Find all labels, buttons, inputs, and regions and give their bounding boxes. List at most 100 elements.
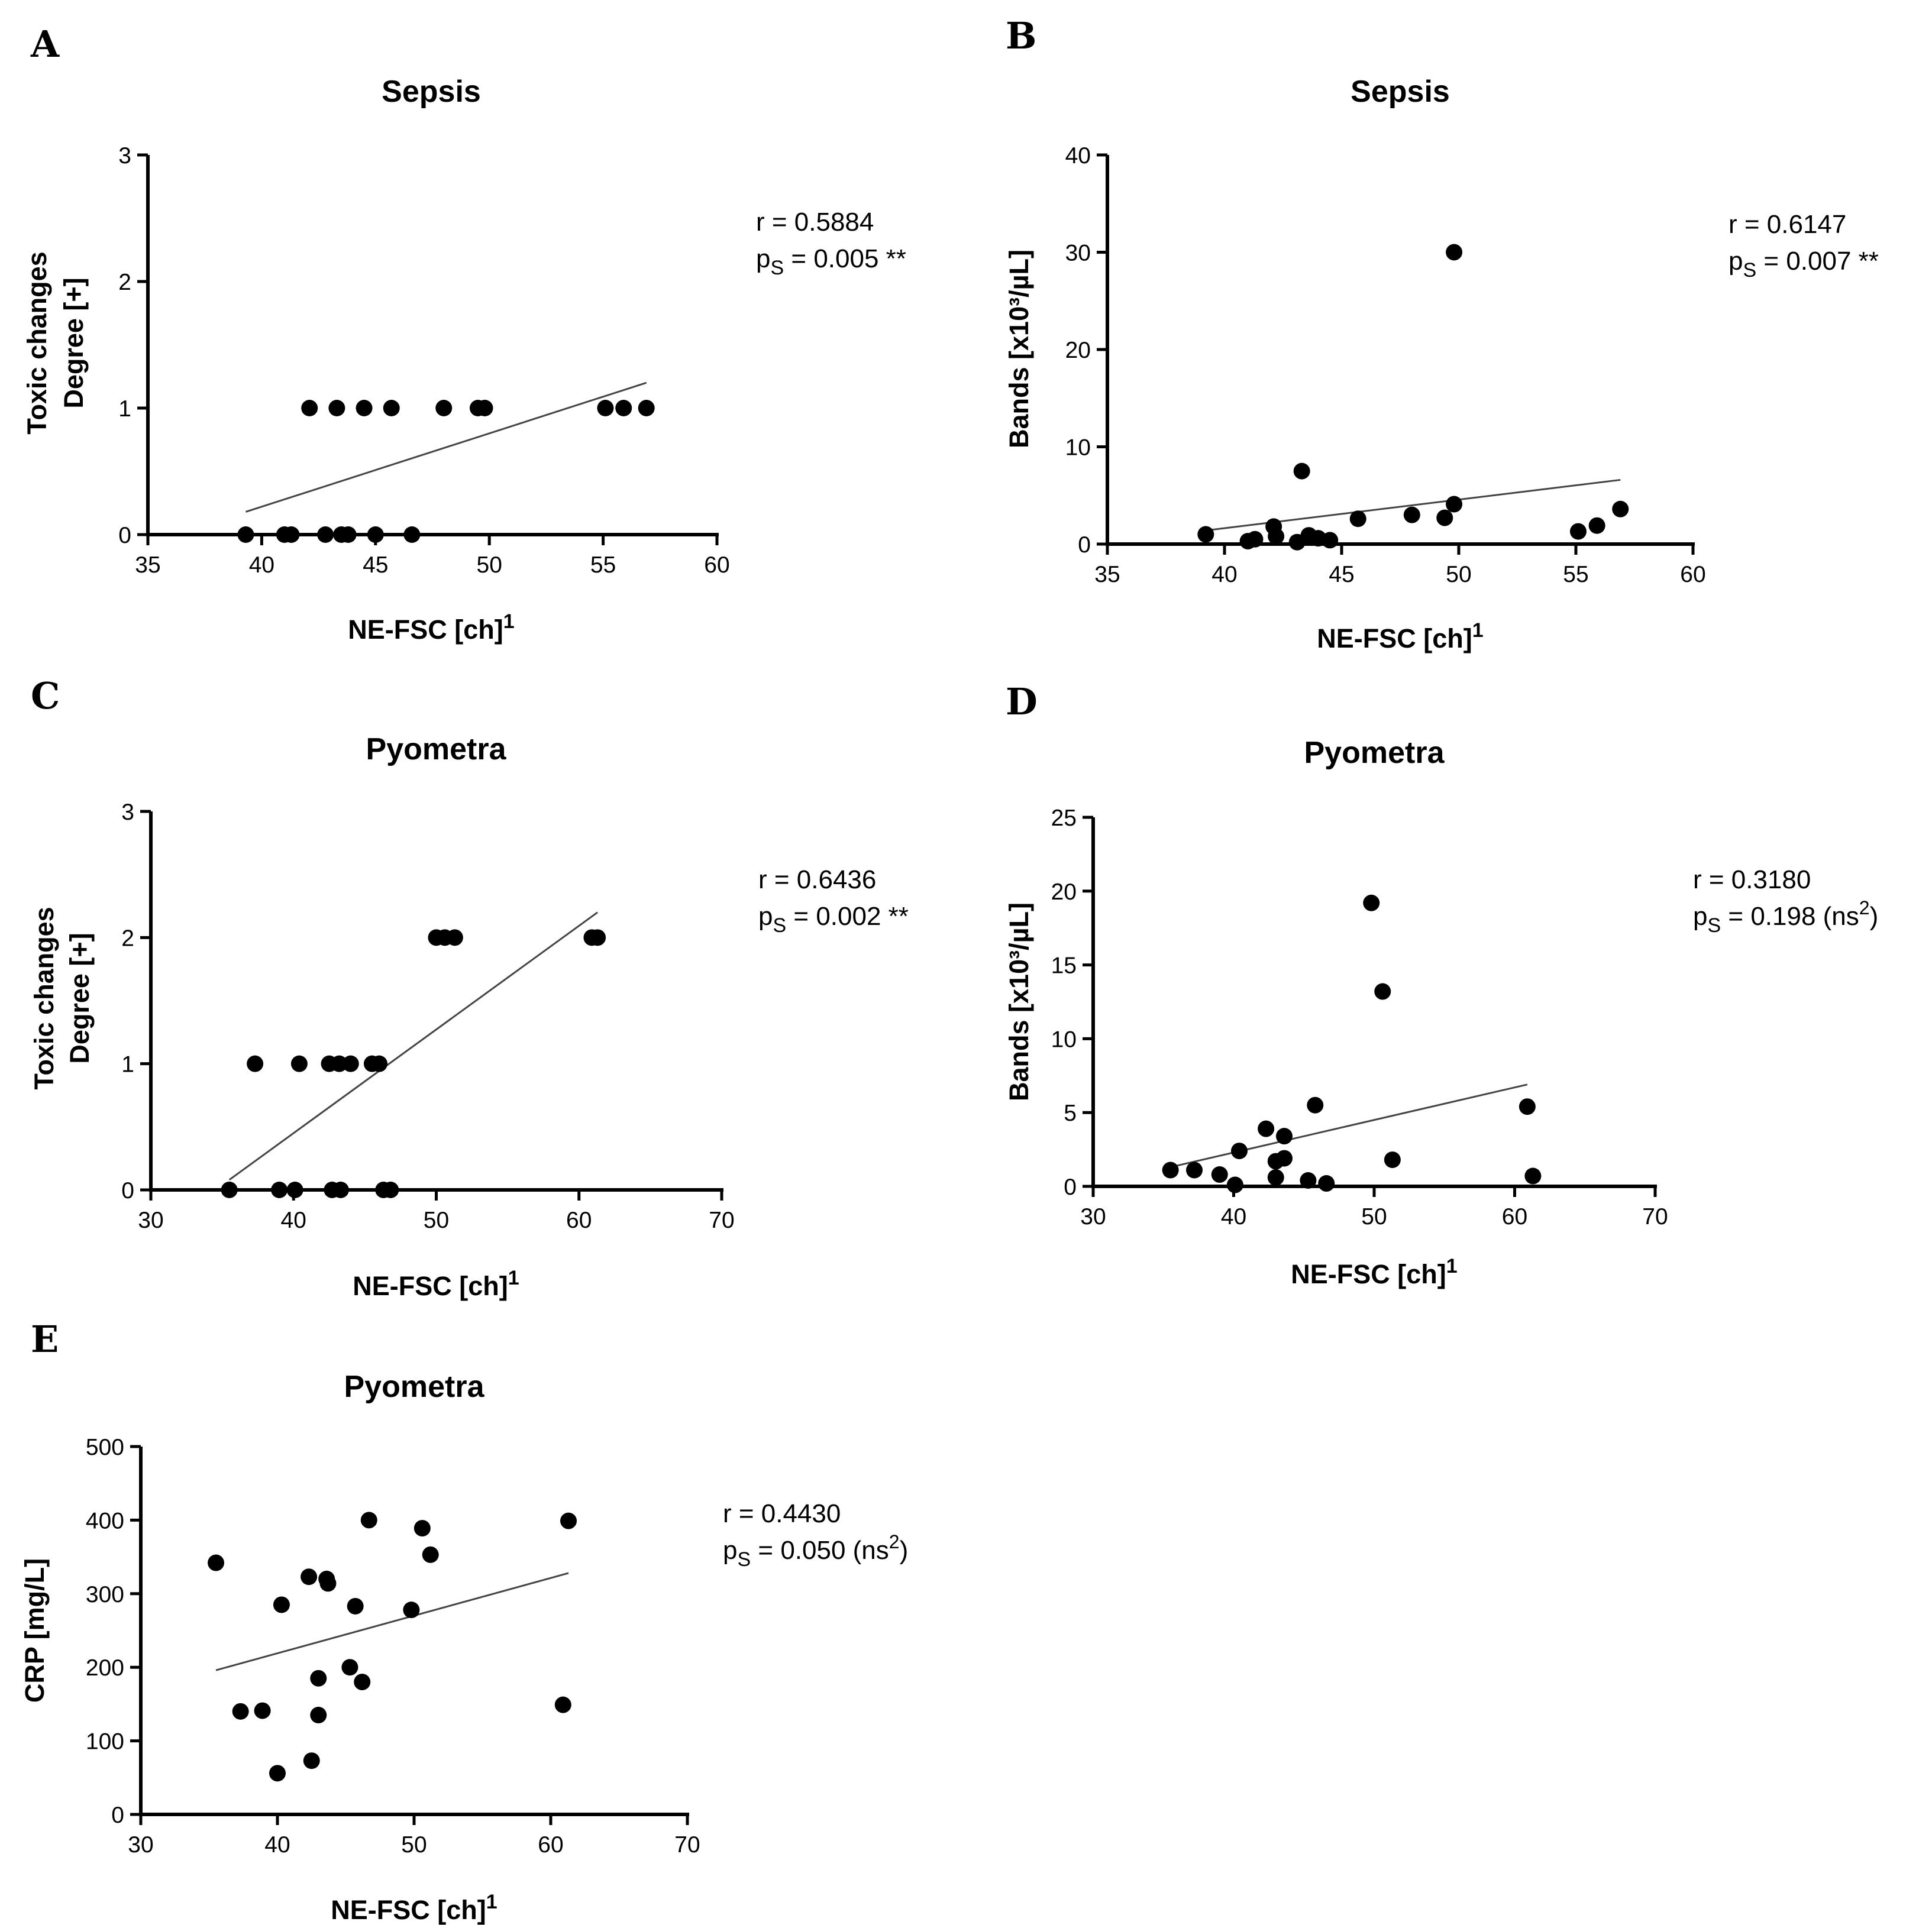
data-point-a: [615, 400, 632, 416]
data-point-a: [356, 400, 373, 416]
data-point-d: [1374, 983, 1391, 1000]
x-tick-label-b: 40: [1211, 562, 1237, 587]
data-point-c: [589, 929, 606, 946]
data-point-e: [413, 1520, 431, 1537]
x-tick-label-c: 40: [281, 1208, 306, 1233]
data-point-a: [367, 526, 384, 543]
data-point-d: [1524, 1167, 1542, 1185]
data-point-d: [1267, 1169, 1284, 1186]
x-tick-label-a: 60: [704, 552, 729, 578]
y-axis-label-a: Degree [+]: [59, 277, 89, 408]
data-point-b: [1436, 509, 1453, 526]
y-tick-label-e: 500: [86, 1435, 124, 1460]
x-axis-label-a: NE-FSC [ch]1: [348, 610, 514, 645]
x-tick-label-a: 40: [249, 552, 274, 578]
data-point-a: [237, 526, 254, 543]
data-point-b: [1246, 530, 1264, 548]
data-point-a: [328, 400, 345, 416]
data-point-e: [403, 1602, 420, 1619]
data-point-b: [1446, 496, 1463, 513]
x-tick-label-d: 70: [1642, 1204, 1668, 1230]
data-point-e: [254, 1702, 271, 1719]
data-point-c: [382, 1182, 399, 1198]
y-tick-label-a: 1: [118, 396, 131, 422]
stat-r-d: r = 0.3180: [1693, 865, 1811, 894]
panel-b: B Sepsis 35 40 45 50 55 60 0 10 20 30 40 NE-FSC [ch]1…: [1004, 14, 1879, 653]
y-tick-label-e: 300: [86, 1582, 124, 1607]
data-point-c: [332, 1182, 349, 1198]
data-point-c: [271, 1182, 288, 1198]
data-point-d: [1384, 1151, 1401, 1169]
y-tick-label-c: 2: [121, 926, 134, 951]
x-tick-label-e: 50: [401, 1832, 427, 1858]
data-point-b: [1293, 462, 1310, 480]
data-point-d: [1318, 1175, 1335, 1192]
x-tick-label-d: 60: [1502, 1204, 1527, 1230]
data-point-b: [1322, 532, 1339, 549]
data-point-a: [283, 526, 300, 543]
stat-p-d: pS = 0.198 (ns2): [1693, 897, 1878, 937]
x-tick-label-d: 40: [1221, 1204, 1246, 1230]
x-axis-label-d: NE-FSC [ch]1: [1291, 1255, 1457, 1289]
x-axis-label-c: NE-FSC [ch]1: [353, 1267, 519, 1301]
panel-d: D Pyometra 30 40 50 60 70 0 5 10 15 20 25 NE-FSC [ch]…: [1004, 680, 1878, 1289]
y-tick-label-d: 25: [1051, 805, 1077, 831]
y-tick-label-d: 5: [1064, 1101, 1077, 1126]
y-tick-label-d: 15: [1051, 953, 1077, 979]
regression-line-d: [1170, 1083, 1528, 1169]
data-point-a: [383, 400, 400, 416]
data-point-c: [371, 1055, 387, 1072]
data-point-e: [360, 1512, 377, 1529]
y-axis-label-d: Bands [x10³/µL]: [1004, 902, 1034, 1101]
x-tick-label-e: 70: [674, 1832, 700, 1858]
panel-letter-e: E: [31, 1318, 59, 1361]
data-point-a: [476, 400, 493, 416]
y-tick-label-e: 400: [86, 1508, 124, 1533]
data-point-e: [232, 1703, 249, 1720]
data-point-d: [1519, 1098, 1536, 1115]
data-point-a: [435, 400, 453, 416]
stat-p-b: pS = 0.007 **: [1729, 247, 1879, 282]
data-point-e: [310, 1670, 327, 1687]
x-tick-label-a: 55: [590, 552, 616, 578]
panel-letter-b: B: [1006, 14, 1036, 57]
y-tick-label-d: 10: [1051, 1027, 1077, 1052]
data-point-d: [1162, 1162, 1179, 1179]
y-tick-label-a: 0: [118, 523, 131, 548]
y-axis-label-c: Toxic changes: [29, 907, 59, 1089]
y-tick-label-d: 0: [1064, 1175, 1077, 1200]
y-tick-label-c: 3: [121, 800, 134, 825]
data-point-e: [347, 1597, 364, 1615]
data-point-c: [342, 1055, 359, 1072]
x-tick-label-b: 50: [1446, 562, 1471, 587]
x-tick-label-b: 60: [1680, 562, 1705, 587]
data-point-a: [301, 400, 318, 416]
x-tick-label-c: 30: [138, 1208, 163, 1233]
regression-line-e: [215, 1572, 569, 1671]
data-point-d: [1307, 1096, 1324, 1114]
y-tick-label-c: 0: [121, 1178, 134, 1203]
y-axis-label-b: Bands [x10³/µL]: [1004, 250, 1034, 448]
x-tick-label-d: 50: [1361, 1204, 1387, 1230]
x-tick-label-d: 30: [1080, 1204, 1106, 1230]
data-point-b: [1446, 244, 1463, 261]
data-point-b: [1197, 526, 1214, 543]
x-axis-label-e: NE-FSC [ch]1: [331, 1891, 497, 1925]
data-point-b: [1268, 528, 1285, 545]
data-point-e: [354, 1674, 371, 1691]
x-tick-label-e: 40: [264, 1832, 290, 1858]
data-point-e: [554, 1696, 571, 1713]
data-point-e: [560, 1512, 577, 1529]
data-point-c: [286, 1182, 303, 1198]
x-tick-label-e: 60: [538, 1832, 563, 1858]
data-point-c: [446, 929, 463, 946]
stat-p-e: pS = 0.050 (ns2): [723, 1531, 908, 1571]
y-tick-label-b: 30: [1065, 241, 1091, 266]
y-tick-label-b: 20: [1065, 338, 1091, 363]
y-tick-label-e: 0: [111, 1803, 124, 1828]
y-tick-label-b: 0: [1078, 532, 1091, 558]
x-tick-label-b: 35: [1094, 562, 1120, 587]
data-point-e: [422, 1546, 439, 1563]
x-tick-label-c: 70: [709, 1208, 734, 1233]
